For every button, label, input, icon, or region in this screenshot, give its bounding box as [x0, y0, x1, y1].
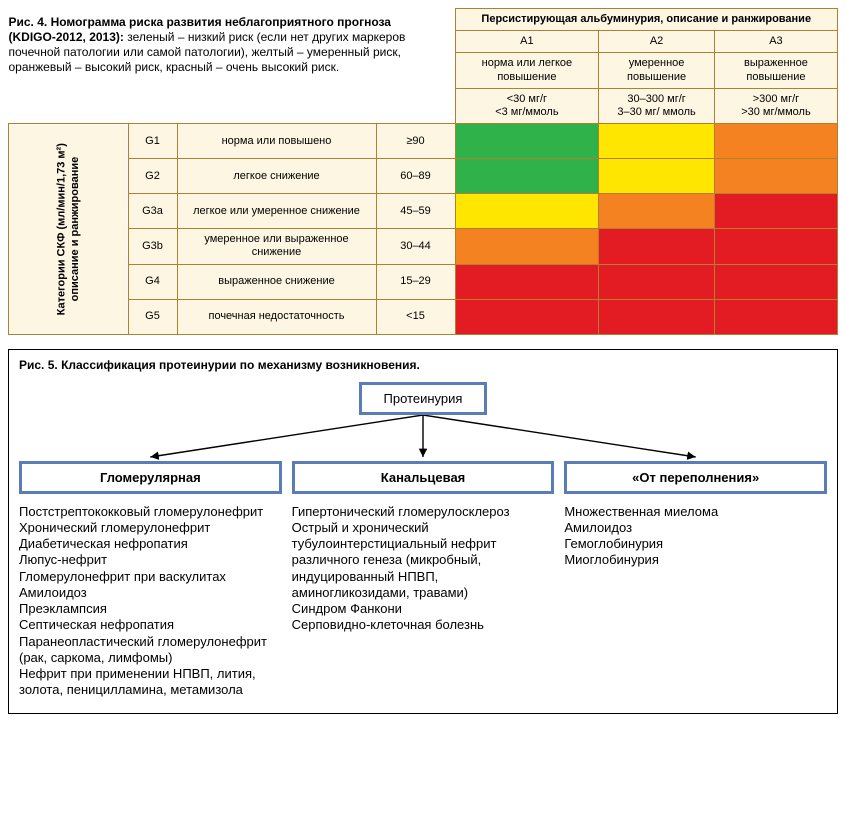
root-node: Протеинурия	[359, 382, 488, 415]
risk-cell	[455, 194, 599, 229]
col-a2-val: 30–300 мг/г 3–30 мг/ ммоль	[599, 88, 715, 123]
gfr-code: G4	[128, 264, 177, 299]
gfr-desc: норма или повышено	[177, 124, 376, 159]
col-a1: A1	[455, 31, 599, 53]
gfr-value: 15–29	[376, 264, 455, 299]
col-a3-val: >300 мг/г >30 мг/ммоль	[714, 88, 837, 123]
col-a1-desc: норма или легкое повышение	[455, 53, 599, 88]
gfr-code: G1	[128, 124, 177, 159]
col-a3-desc: выраженное повышение	[714, 53, 837, 88]
tree-arrows	[19, 415, 827, 461]
risk-cell	[714, 124, 837, 159]
branch-list: Гипертонический гломерулосклерозОстрый и…	[292, 504, 555, 634]
risk-cell	[599, 194, 715, 229]
col-a3: A3	[714, 31, 837, 53]
col-a2: A2	[599, 31, 715, 53]
fig5-title: Рис. 5. Классификация протеинурии по мех…	[19, 358, 827, 372]
risk-cell	[455, 229, 599, 264]
risk-nomogram-table: Рис. 4. Номограмма риска развития неблаг…	[8, 8, 838, 335]
branch-node: Канальцевая	[292, 461, 555, 494]
branch-list: Постстрептококковый гломерулонефритХрони…	[19, 504, 282, 699]
risk-cell	[714, 194, 837, 229]
risk-cell	[455, 159, 599, 194]
gfr-value: <15	[376, 299, 455, 334]
gfr-desc: выраженное снижение	[177, 264, 376, 299]
gfr-value: 60–89	[376, 159, 455, 194]
risk-cell	[714, 159, 837, 194]
gfr-desc: легкое снижение	[177, 159, 376, 194]
gfr-side-header: Категории СКФ (мл/мин/1,73 м²)описание и…	[9, 124, 129, 334]
risk-cell	[599, 124, 715, 159]
risk-cell	[599, 264, 715, 299]
branch: «От переполнения» Множественная миеломаАм…	[564, 461, 827, 699]
risk-cell	[599, 159, 715, 194]
fig4-caption: Рис. 4. Номограмма риска развития неблаг…	[9, 9, 447, 75]
risk-cell	[714, 299, 837, 334]
risk-cell	[714, 229, 837, 264]
risk-cell	[599, 229, 715, 264]
gfr-value: ≥90	[376, 124, 455, 159]
branch-node: «От переполнения»	[564, 461, 827, 494]
gfr-value: 45–59	[376, 194, 455, 229]
albuminuria-header: Персистирующая альбуминурия, описание и …	[455, 9, 838, 31]
gfr-desc: почечная недостаточность	[177, 299, 376, 334]
tree-root: Протеинурия	[19, 382, 827, 415]
col-a2-desc: умеренное повышение	[599, 53, 715, 88]
risk-cell	[455, 264, 599, 299]
gfr-desc: легкое или умеренное снижение	[177, 194, 376, 229]
branch-list: Множественная миеломаАмилоидозГемоглобин…	[564, 504, 827, 569]
gfr-code: G3a	[128, 194, 177, 229]
gfr-desc: умеренное или выраженное снижение	[177, 229, 376, 264]
risk-cell	[714, 264, 837, 299]
col-a1-val: <30 мг/г <3 мг/ммоль	[455, 88, 599, 123]
gfr-code: G3b	[128, 229, 177, 264]
risk-cell	[455, 299, 599, 334]
branch-row: Гломерулярная Постстрептококковый гломеру…	[19, 461, 827, 699]
gfr-code: G2	[128, 159, 177, 194]
branch: Гломерулярная Постстрептококковый гломеру…	[19, 461, 282, 699]
gfr-value: 30–44	[376, 229, 455, 264]
branch-node: Гломерулярная	[19, 461, 282, 494]
risk-cell	[455, 124, 599, 159]
fig5-container: Рис. 5. Классификация протеинурии по мех…	[8, 349, 838, 714]
risk-cell	[599, 299, 715, 334]
branch: Канальцевая Гипертонический гломерулоскле…	[292, 461, 555, 699]
gfr-code: G5	[128, 299, 177, 334]
